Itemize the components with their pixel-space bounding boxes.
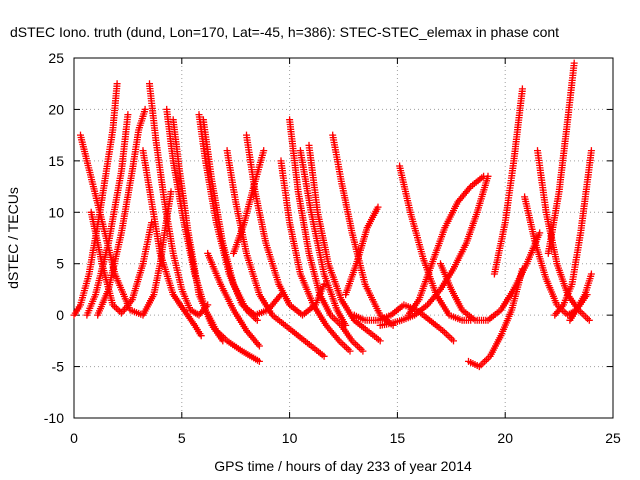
series-4-markers [87, 208, 156, 317]
series-23-markers [376, 172, 492, 329]
tick-labels: 0 5 10 15 20 25 -10 -5 0 5 10 15 20 25 [44, 50, 621, 446]
data-series-28 [490, 85, 526, 278]
y-axis-label: dSTEC / TECUs [5, 187, 21, 289]
series-5-markers [94, 105, 149, 319]
series-25-markers [404, 172, 488, 319]
series-32-markers [551, 147, 595, 319]
x-tick-label: 25 [605, 430, 621, 446]
series-18-markers [296, 147, 350, 329]
plot-frame [73, 57, 614, 419]
data-series-18 [296, 147, 350, 329]
data-series-20 [329, 131, 397, 329]
series-31-markers [544, 59, 578, 257]
series-28-markers [490, 85, 526, 278]
series-7-markers [146, 80, 212, 319]
data-series-23 [376, 172, 492, 329]
data-series-16 [277, 157, 354, 355]
x-tick-label: 15 [390, 430, 406, 446]
y-tick-label: 0 [56, 307, 64, 323]
series-9-markers [169, 116, 227, 345]
series-11-markers [199, 116, 261, 324]
data-series-27 [465, 265, 526, 371]
data-series-17 [286, 116, 367, 355]
y-tick-label: 5 [56, 256, 64, 272]
y-tick-label: 25 [48, 50, 64, 66]
y-tick-label: -5 [52, 359, 65, 375]
data-series-12 [204, 249, 263, 350]
series-21-markers [342, 203, 382, 299]
data-series-19 [305, 141, 384, 345]
y-tick-label: 15 [48, 153, 64, 169]
x-tick-label: 10 [282, 430, 298, 446]
series-16-markers [277, 157, 354, 355]
x-tick-label: 0 [70, 430, 78, 446]
data-series-4 [87, 208, 156, 317]
axis-ticks [73, 57, 614, 419]
data-series-33 [566, 270, 595, 324]
series-12-markers [204, 249, 263, 350]
series-27-markers [465, 265, 526, 371]
data-series-5 [94, 105, 149, 319]
data-series-11 [199, 116, 261, 324]
series-26-markers [437, 229, 544, 324]
data-marks [70, 59, 595, 371]
data-series-32 [551, 147, 595, 319]
y-tick-label: 10 [48, 204, 64, 220]
x-axis-label: GPS time / hours of day 233 of year 2014 [214, 458, 472, 474]
x-tick-label: 20 [497, 430, 513, 446]
y-tick-label: 20 [48, 101, 64, 117]
data-series-9 [169, 116, 227, 345]
series-20-markers [329, 131, 397, 329]
data-series-26 [437, 229, 544, 324]
data-series-25 [404, 172, 488, 319]
series-19-markers [305, 141, 384, 345]
chart-title: dSTEC Iono. truth (dund, Lon=170, Lat=-4… [10, 24, 559, 40]
x-tick-label: 5 [178, 430, 186, 446]
data-series-31 [544, 59, 578, 257]
y-tick-label: -10 [44, 410, 64, 426]
data-series-7 [146, 80, 212, 319]
data-series-6 [139, 147, 205, 340]
data-series-24 [396, 162, 475, 324]
series-33-markers [566, 270, 595, 324]
series-17-markers [286, 116, 367, 355]
series-24-markers [396, 162, 475, 324]
series-6-markers [139, 147, 205, 340]
data-series-21 [342, 203, 382, 299]
